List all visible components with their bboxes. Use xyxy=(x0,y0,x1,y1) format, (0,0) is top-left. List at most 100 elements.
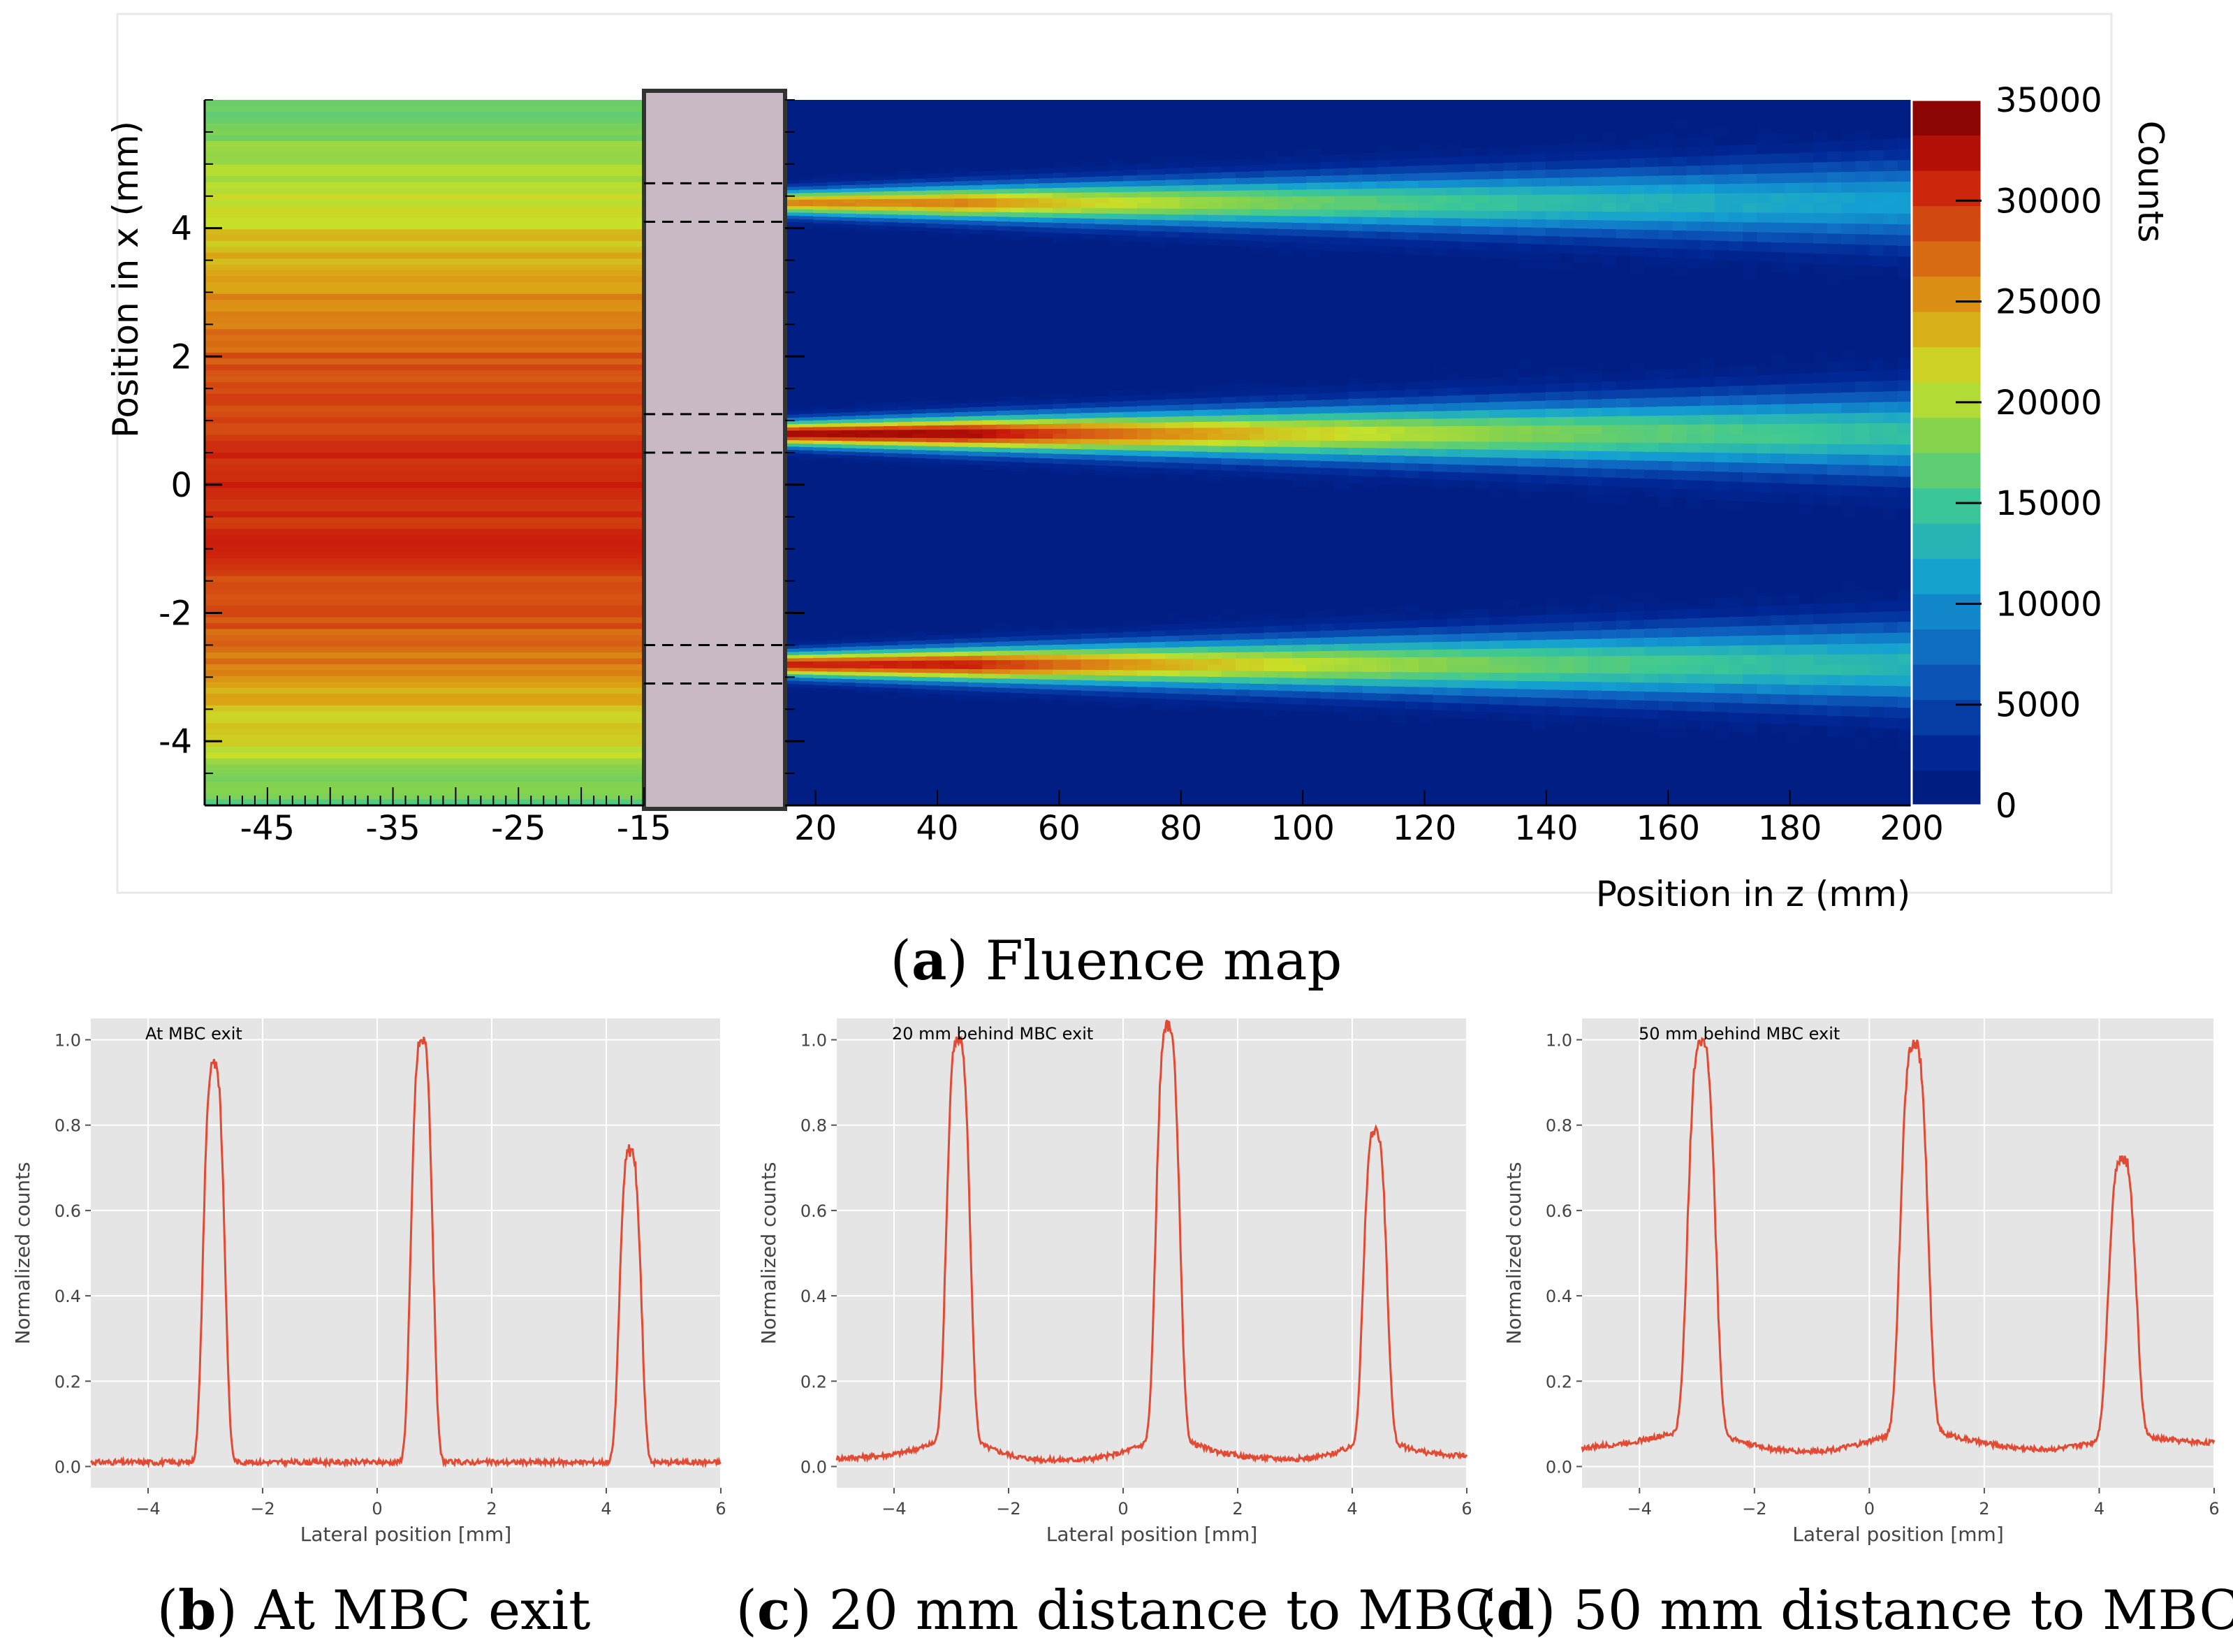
beamlet-cell xyxy=(1405,470,1419,478)
beamlet-cell xyxy=(1616,620,1631,630)
beamlet-cell xyxy=(1658,230,1673,240)
beamlet-cell xyxy=(1433,679,1448,688)
profile-panel-b: −4 −2 0 2 4 60.00.20.40.60.81.0 At MBC exitLat… xyxy=(11,1018,726,1546)
beamlet-cell xyxy=(1658,221,1673,231)
beamlet-cell xyxy=(1320,182,1335,189)
beamlet-cell xyxy=(1405,239,1419,247)
beamlet-cell xyxy=(968,211,983,217)
beamlet-cell xyxy=(1545,664,1560,673)
beamlet-cell xyxy=(884,668,898,673)
beamlet-cell xyxy=(1489,457,1504,466)
beamlet-cell xyxy=(841,455,856,459)
beamlet-cell xyxy=(1686,673,1701,684)
beamlet-cell xyxy=(1883,213,1898,224)
beamlet-cell xyxy=(1841,423,1856,434)
beamlet-cell xyxy=(1362,664,1377,672)
beamlet-cell xyxy=(1193,646,1208,653)
beamlet-cell xyxy=(1700,395,1715,406)
beamlet-cell xyxy=(1813,352,1828,363)
beamlet-cell xyxy=(1320,657,1335,665)
beamlet-cell xyxy=(799,680,814,685)
beamlet-cell xyxy=(1588,433,1603,443)
beamlet-cell xyxy=(1291,202,1307,210)
beamlet-cell xyxy=(954,433,969,439)
beamlet-cell xyxy=(813,450,828,455)
beamlet-cell xyxy=(1306,644,1321,652)
beamlet-cell xyxy=(1081,669,1096,675)
beamlet-cell xyxy=(1460,402,1476,411)
beamlet-cell xyxy=(884,429,898,434)
beamlet-cell xyxy=(1236,165,1250,172)
beamlet-cell xyxy=(1771,251,1786,263)
beamlet-cell xyxy=(785,414,800,418)
upstream-fluence-band xyxy=(205,282,645,289)
beamlet-cell xyxy=(1869,717,1884,729)
beamlet-cell xyxy=(1545,706,1560,715)
beamlet-cell xyxy=(855,668,870,673)
beamlet-cell xyxy=(1559,492,1574,502)
beamlet-cell xyxy=(1024,188,1039,193)
beamlet-cell xyxy=(1672,682,1687,693)
beamlet-cell xyxy=(1799,222,1814,233)
beamlet-cell xyxy=(1207,640,1222,647)
beamlet-cell xyxy=(1291,697,1307,705)
beamlet-cell xyxy=(884,695,898,700)
beamlet-cell xyxy=(884,414,898,418)
beamlet-cell xyxy=(1841,392,1856,403)
beamlet-cell xyxy=(1433,664,1448,673)
beamlet-cell xyxy=(1602,629,1617,639)
beamlet-cell xyxy=(1686,636,1701,646)
beamlet-cell xyxy=(1193,220,1208,227)
beamlet-cell xyxy=(1264,657,1279,665)
beamlet-cell xyxy=(1630,691,1645,701)
upstream-fluence-band xyxy=(205,587,645,594)
beamlet-cell xyxy=(1348,195,1363,203)
beamlet-cell xyxy=(1179,635,1194,641)
beamlet-cell xyxy=(884,206,898,211)
beamlet-cell xyxy=(1672,378,1687,388)
beamlet-cell xyxy=(1108,240,1124,247)
beamlet-cell xyxy=(1277,228,1293,236)
beamlet-cell xyxy=(855,202,870,207)
beamlet-cell xyxy=(1813,141,1828,152)
beamlet-cell xyxy=(1137,642,1152,648)
beamlet-cell xyxy=(1236,652,1250,659)
beamlet-cell xyxy=(1771,694,1786,705)
beamlet-cell xyxy=(1785,142,1800,154)
beamlet-cell xyxy=(1094,627,1110,634)
beamlet-cell xyxy=(1517,186,1532,195)
upstream-fluence-band xyxy=(205,288,645,295)
beamlet-cell xyxy=(813,637,828,641)
beamlet-cell xyxy=(1151,703,1166,710)
beamlet-cell xyxy=(1250,221,1265,228)
upstream-fluence-band xyxy=(205,658,645,665)
beamlet-cell xyxy=(939,463,955,468)
beamlet-cell xyxy=(1320,406,1335,414)
beamlet-cell xyxy=(1813,253,1828,264)
beamlet-cell xyxy=(1362,181,1377,189)
beamlet-cell xyxy=(1433,210,1448,219)
beamlet-cell xyxy=(1545,450,1560,459)
beamlet-cell xyxy=(1559,185,1574,195)
beamlet-cell xyxy=(813,420,828,424)
beamlet-cell xyxy=(1658,388,1673,397)
beamlet-cell xyxy=(1264,433,1279,441)
beamlet-cell xyxy=(841,682,856,687)
beamlet-cell xyxy=(1700,231,1715,241)
beamlet-cell xyxy=(1489,656,1504,665)
beamlet-cell xyxy=(954,459,969,465)
beamlet-cell xyxy=(1179,237,1194,244)
beamlet-cell xyxy=(855,425,870,430)
beamlet-cell xyxy=(1222,470,1236,477)
beamlet-cell xyxy=(799,674,814,678)
beamlet-cell xyxy=(1616,416,1631,425)
beamlet-cell xyxy=(1827,664,1842,675)
beamlet-cell xyxy=(1447,433,1462,442)
beamlet-cell xyxy=(813,416,828,421)
beamlet-cell xyxy=(1574,613,1588,622)
beamlet-cell xyxy=(1771,605,1786,615)
beamlet-cell xyxy=(1771,261,1786,272)
beamlet-cell xyxy=(1391,715,1405,724)
beamlet-cell xyxy=(1207,658,1222,665)
beamlet-cell xyxy=(1081,197,1096,203)
